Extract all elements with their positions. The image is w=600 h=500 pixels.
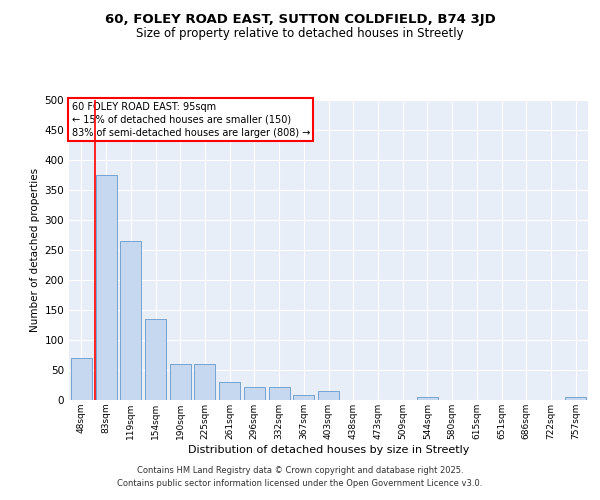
Text: Contains HM Land Registry data © Crown copyright and database right 2025.
Contai: Contains HM Land Registry data © Crown c…	[118, 466, 482, 487]
Bar	[318, 391, 339, 400]
Bar	[293, 395, 314, 400]
Y-axis label: Number of detached properties: Number of detached properties	[30, 168, 40, 332]
Bar	[145, 319, 166, 400]
Bar	[269, 387, 290, 400]
Bar	[71, 358, 92, 400]
Bar	[565, 397, 586, 400]
Text: Size of property relative to detached houses in Streetly: Size of property relative to detached ho…	[136, 28, 464, 40]
Bar	[194, 364, 215, 400]
Bar	[244, 387, 265, 400]
Bar	[417, 397, 438, 400]
X-axis label: Distribution of detached houses by size in Streetly: Distribution of detached houses by size …	[188, 444, 469, 454]
Bar	[170, 364, 191, 400]
Bar	[219, 382, 240, 400]
Bar	[95, 175, 116, 400]
Text: 60, FOLEY ROAD EAST, SUTTON COLDFIELD, B74 3JD: 60, FOLEY ROAD EAST, SUTTON COLDFIELD, B…	[104, 12, 496, 26]
Text: 60 FOLEY ROAD EAST: 95sqm
← 15% of detached houses are smaller (150)
83% of semi: 60 FOLEY ROAD EAST: 95sqm ← 15% of detac…	[71, 102, 310, 138]
Bar	[120, 241, 141, 400]
